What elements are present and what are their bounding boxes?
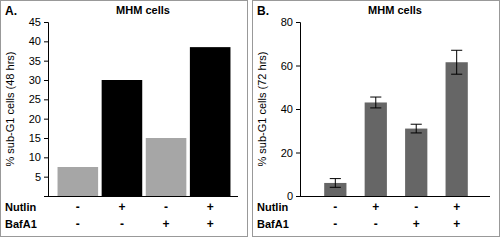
bars — [324, 50, 468, 196]
treatment-sign: - — [76, 217, 80, 231]
bar — [365, 102, 387, 196]
y-tick-label: 35 — [29, 55, 41, 67]
y-axis: 5 10 15 20 25 30 35 40 45 — [29, 16, 49, 196]
y-tick-mark — [44, 99, 48, 100]
x-axis-line — [48, 196, 238, 197]
treatment-sign: - — [164, 200, 168, 214]
treatment-label: BafA1 — [5, 218, 37, 230]
error-bar — [330, 179, 341, 188]
title: MHM cells — [116, 4, 170, 16]
error-bar — [370, 97, 381, 108]
y-tick-mark — [296, 196, 300, 197]
y-tick: 20 — [281, 147, 300, 159]
y-tick: 40 — [29, 35, 48, 47]
figure: 5 10 15 20 25 30 35 40 45 % sub-G1 cells (48 hrs)… — [0, 0, 500, 237]
y-tick-mark — [44, 157, 48, 158]
treatment-sign: - — [76, 200, 80, 214]
y-tick-label: 45 — [29, 16, 41, 28]
y-tick: 25 — [29, 93, 48, 105]
y-tick: 45 — [29, 16, 48, 28]
bar — [446, 62, 468, 196]
y-tick-mark — [296, 22, 300, 23]
x-axis — [300, 196, 490, 198]
y-axis-title: % sub-G1 cells (48 hrs) — [4, 52, 16, 167]
y-tick-label: 30 — [29, 74, 41, 86]
y-tick-mark — [296, 153, 300, 154]
y-axis-title: % sub-G1 cells (72 hrs) — [256, 52, 268, 167]
y-axis: 0 20 40 60 80 — [281, 16, 301, 202]
y-tick-label: 60 — [281, 60, 293, 72]
bar — [58, 167, 99, 196]
y-tick-mark — [44, 177, 48, 178]
y-tick-label: 80 — [281, 16, 293, 28]
bars — [58, 47, 231, 196]
panel-frame — [253, 1, 500, 237]
y-tick-label: 20 — [29, 113, 41, 125]
panel-frame — [1, 1, 248, 237]
y-tick-mark — [296, 109, 300, 110]
treatment-sign: + — [163, 217, 170, 231]
y-tick-mark — [44, 61, 48, 62]
y-tick-label: 25 — [29, 93, 41, 105]
treatment-sign: - — [333, 200, 337, 214]
treatment-label: BafA1 — [257, 218, 289, 230]
y-tick-label: 20 — [281, 147, 293, 159]
y-tick-mark — [44, 138, 48, 139]
treatment-sign: + — [207, 217, 214, 231]
y-tick: 5 — [35, 171, 48, 183]
bar — [190, 47, 231, 196]
y-tick-label: 40 — [281, 103, 293, 115]
y-tick: 0 — [287, 190, 300, 202]
bar — [146, 138, 187, 196]
y-tick: 30 — [29, 74, 48, 86]
panel: 0 20 40 60 80 % sub-G1 cells (72 hrs) B. MHM ce… — [253, 1, 500, 237]
treatment-sign: + — [453, 217, 460, 231]
y-tick-label: 10 — [29, 151, 41, 163]
panel-label: B. — [257, 4, 269, 18]
y-tick: 60 — [281, 60, 300, 72]
y-tick-label: 40 — [29, 35, 41, 47]
x-axis-line — [300, 196, 490, 197]
treatment-sign: + — [453, 200, 460, 214]
y-tick: 35 — [29, 55, 48, 67]
title: MHM cells — [368, 4, 422, 16]
y-axis-line — [296, 23, 301, 197]
y-tick-mark — [296, 66, 300, 67]
treatment-label: Nutlin — [257, 201, 288, 213]
y-tick-mark — [44, 80, 48, 81]
y-tick: 20 — [29, 113, 48, 125]
panel-label: A. — [5, 4, 17, 18]
y-tick-mark — [44, 22, 48, 23]
treatment-sign: - — [374, 217, 378, 231]
error-bar — [411, 124, 422, 133]
y-axis-line — [44, 23, 49, 197]
treatment-sign: - — [414, 200, 418, 214]
y-tick: 80 — [281, 16, 300, 28]
error-bar — [451, 50, 462, 74]
treatment-sign: + — [207, 200, 214, 214]
y-tick: 40 — [281, 103, 300, 115]
y-tick-label: 15 — [29, 132, 41, 144]
y-tick-label: 5 — [35, 171, 41, 183]
treatment-label: Nutlin — [5, 201, 36, 213]
y-tick: 10 — [29, 151, 48, 163]
treatment-sign: + — [413, 217, 420, 231]
x-axis — [48, 196, 238, 198]
y-tick-mark — [44, 41, 48, 42]
treatment-sign: + — [372, 200, 379, 214]
bar — [102, 80, 143, 196]
y-tick-mark — [44, 119, 48, 120]
panel: 5 10 15 20 25 30 35 40 45 % sub-G1 cells (48 hrs)… — [1, 1, 248, 237]
treatment-sign: - — [120, 217, 124, 231]
bar — [405, 129, 427, 196]
treatment-sign: + — [118, 200, 125, 214]
y-tick: 15 — [29, 132, 48, 144]
treatment-sign: - — [333, 217, 337, 231]
